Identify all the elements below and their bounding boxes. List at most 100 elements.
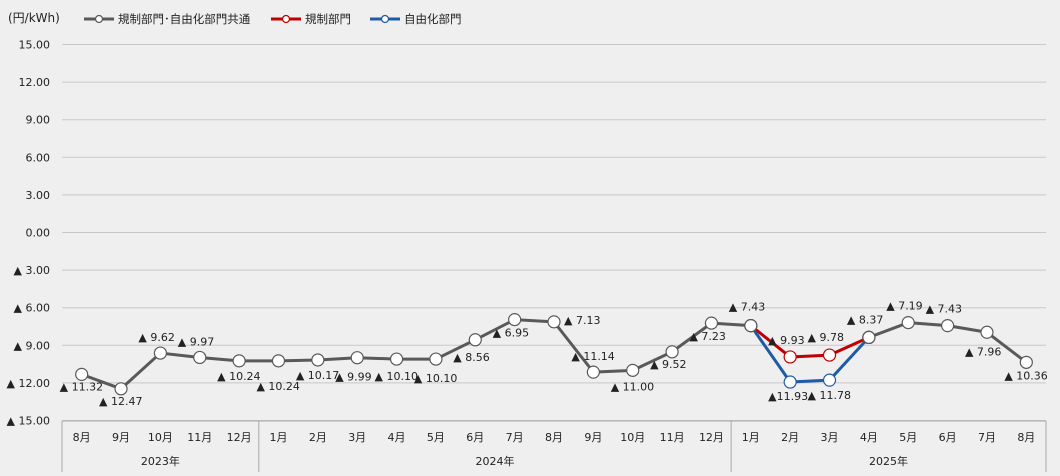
y-axis: 15.00 12.00 9.00 6.00 3.00 0.00 ▲ 3.00 ▲ 6.00 ▲ … — [7, 39, 50, 428]
data-point — [75, 367, 89, 381]
data-point — [586, 365, 600, 379]
data-point — [153, 346, 167, 360]
x-tick-label: 1月 — [742, 431, 760, 444]
x-tick-label: 4月 — [860, 431, 878, 444]
y-tick-label: 0.00 — [26, 227, 51, 240]
x-tick-label: 4月 — [388, 431, 406, 444]
data-label: ▲ 8.37 — [847, 313, 883, 326]
data-label: ▲ 12.47 — [99, 395, 142, 408]
data-label: ▲ 10.17 — [296, 369, 339, 382]
data-labels: ▲ 11.32 ▲ 12.47 ▲ 9.62 ▲ 9.97 ▲ 10.24▲ 10.24… — [60, 300, 1048, 408]
data-point — [626, 363, 640, 377]
data-point — [783, 350, 797, 364]
data-point — [744, 319, 758, 333]
x-year-label: 2025年 — [869, 454, 908, 468]
y-tick-label: ▲ 15.00 — [7, 415, 50, 428]
data-point — [350, 351, 364, 365]
y-tick-label: 3.00 — [26, 189, 51, 202]
data-point — [193, 350, 207, 365]
data-label: ▲ 10.10 — [414, 372, 457, 385]
y-tick-label: 12.00 — [19, 76, 51, 89]
data-label: ▲11.93 — [768, 390, 808, 403]
series-line — [749, 324, 870, 359]
data-label: ▲ 10.36 — [1004, 369, 1047, 382]
gridlines — [62, 44, 1046, 421]
data-point — [783, 375, 797, 389]
series-line — [81, 318, 751, 391]
x-tick-label: 1月 — [269, 431, 287, 444]
x-year-label: 2024年 — [475, 454, 514, 468]
data-point — [311, 353, 325, 367]
data-label: ▲ 10.10 — [375, 370, 418, 383]
x-tick-label: 11月 — [660, 431, 685, 444]
x-tick-label: 12月 — [699, 431, 724, 444]
data-label: ▲ 7.43 — [729, 301, 765, 314]
data-label: ▲ 7.13 — [564, 314, 600, 327]
x-tick-label: 6月 — [939, 431, 957, 444]
data-label: ▲ 7.96 — [965, 345, 1001, 358]
data-label: ▲ 7.23 — [689, 330, 725, 343]
data-label: ▲ 11.14 — [571, 350, 614, 363]
data-point — [822, 373, 837, 387]
legend-marker — [380, 14, 390, 24]
data-point — [468, 333, 482, 347]
data-points — [75, 313, 1033, 396]
data-point — [704, 316, 719, 330]
x-tick-label: 7月 — [506, 431, 524, 444]
data-label: ▲ 11.78 — [808, 389, 851, 402]
x-tick-label: 8月 — [73, 431, 91, 444]
data-label: ▲ 11.00 — [611, 380, 654, 393]
y-tick-label: 15.00 — [19, 39, 51, 52]
y-tick-label: ▲ 3.00 — [14, 264, 50, 277]
data-label: ▲ 9.99 — [335, 371, 371, 384]
x-tick-label: 2月 — [309, 431, 327, 444]
data-point — [980, 325, 994, 339]
legend-marker — [94, 14, 104, 24]
x-tick-label: 10月 — [620, 431, 645, 444]
data-point — [232, 354, 246, 368]
data-point — [822, 348, 837, 362]
y-tick-label: 9.00 — [26, 114, 51, 127]
data-label: ▲ 9.52 — [650, 358, 686, 371]
data-label: ▲ 9.62 — [138, 331, 174, 344]
x-tick-label: 2月 — [781, 431, 799, 444]
data-label: ▲ 10.24 — [256, 380, 299, 393]
data-label: ▲ 7.19 — [886, 300, 922, 313]
data-point — [508, 313, 522, 327]
x-tick-label: 12月 — [227, 431, 252, 444]
x-tick-label: 5月 — [427, 431, 445, 444]
data-point — [901, 316, 915, 330]
x-tick-label: 9月 — [584, 431, 602, 444]
x-axis: 8月 9月 10月 11月 12月 1月 2月 3月 4月 5月 6月 7月 8月 9月 10月 11月 12月… — [61, 420, 1047, 472]
x-tick-label: 10月 — [148, 431, 173, 444]
data-point — [665, 345, 679, 359]
data-point — [389, 352, 404, 366]
x-tick-label: 7月 — [978, 431, 996, 444]
y-tick-label: ▲ 9.00 — [14, 339, 50, 352]
x-tick-label: 9月 — [112, 431, 130, 444]
data-point — [114, 382, 128, 396]
y-tick-label: ▲ 12.00 — [7, 377, 50, 390]
data-label: ▲ 9.78 — [808, 331, 844, 344]
data-point — [862, 330, 876, 345]
data-point — [271, 354, 286, 368]
x-tick-label: 11月 — [187, 431, 212, 444]
x-tick-label: 3月 — [821, 431, 839, 444]
legend-entry: 自由化部門 — [404, 12, 462, 26]
legend-marker — [281, 14, 291, 24]
x-tick-label: 5月 — [899, 431, 917, 444]
data-label: ▲ 9.97 — [178, 335, 214, 348]
data-point — [547, 315, 561, 329]
data-label: ▲ 9.93 — [768, 334, 804, 347]
data-label: ▲ 6.95 — [493, 327, 529, 340]
series-line — [749, 324, 870, 384]
legend-entry: 規制部門 — [305, 12, 351, 26]
data-label: ▲ 10.24 — [217, 370, 260, 383]
y-tick-label: 6.00 — [26, 151, 51, 164]
legend: 規制部門･自由化部門共通 規制部門 自由化部門 — [84, 12, 462, 26]
data-point — [1019, 355, 1033, 369]
x-year-label: 2023年 — [141, 454, 180, 468]
data-label: ▲ 11.32 — [60, 380, 103, 393]
x-tick-label: 8月 — [1017, 431, 1035, 444]
